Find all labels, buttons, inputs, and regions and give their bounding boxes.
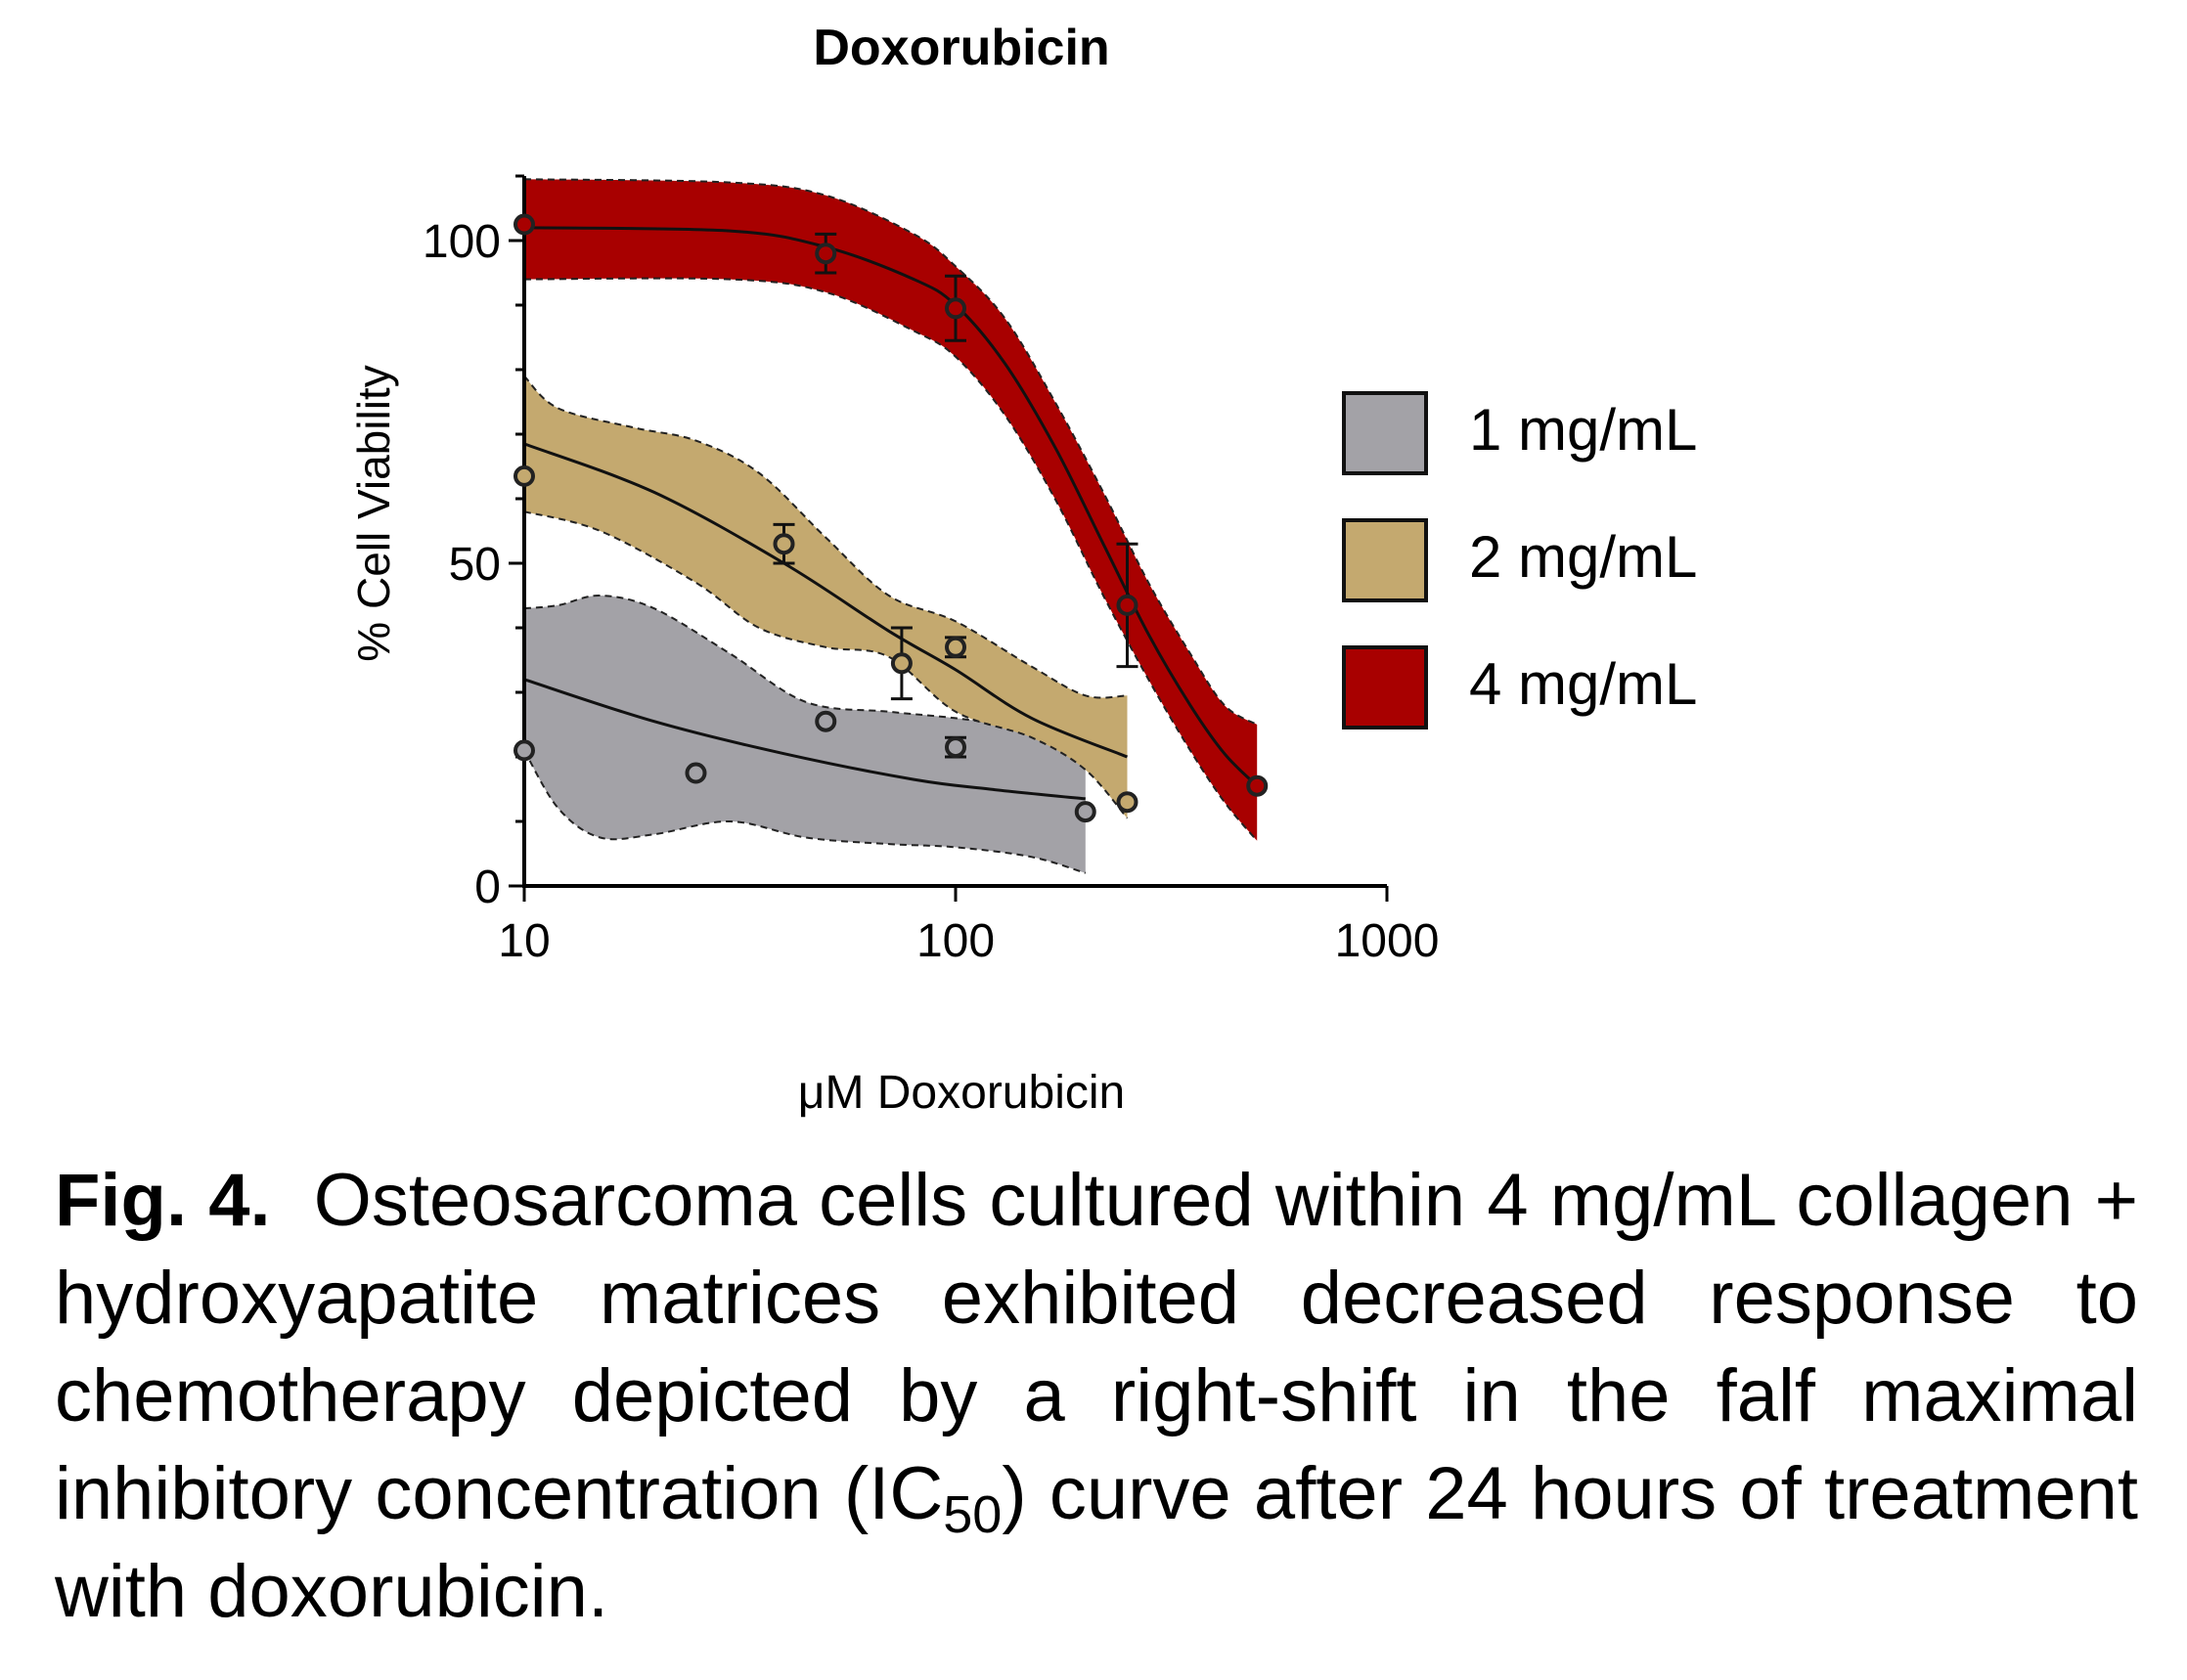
x-axis-label: μM Doxorubicin — [798, 1067, 1125, 1119]
axes: 0 50 100 10 100 1000 — [423, 174, 1440, 967]
data-point — [685, 762, 707, 784]
chart-title: Doxorubicin — [813, 20, 1109, 76]
data-point — [815, 710, 837, 732]
fit-curve-0 — [523, 678, 1086, 801]
legend-swatch-0 — [1342, 391, 1428, 475]
y-tick-label: 0 — [474, 862, 501, 913]
band-lower-edge-0 — [523, 749, 1087, 874]
band-upper-edge-1 — [523, 375, 1128, 699]
data-point — [815, 243, 837, 265]
data-points — [513, 213, 1269, 823]
band-upper-edge-2 — [523, 178, 1258, 726]
data-point — [513, 739, 535, 762]
data-point — [1116, 791, 1138, 814]
data-point — [890, 652, 913, 675]
fit-curves — [523, 226, 1259, 801]
legend-label-2: 4 mg/mL — [1469, 651, 1697, 717]
legend-label-1: 2 mg/mL — [1469, 524, 1697, 590]
confidence-bands — [523, 178, 1258, 874]
y-axis-label: % Cell Viability — [348, 365, 399, 661]
x-tick-label: 10 — [498, 915, 550, 967]
fit-curve-1 — [523, 442, 1129, 759]
legend-swatch-2 — [1342, 645, 1428, 729]
caption-label: Fig. 4. — [55, 1159, 271, 1242]
legend-label-0: 1 mg/mL — [1469, 397, 1697, 463]
legend: 1 mg/mL 2 mg/mL 4 mg/mL — [1342, 391, 1697, 729]
y-tick-label: 100 — [423, 216, 501, 268]
caption-subscript: 50 — [943, 1485, 1003, 1544]
band-lower-edge-1 — [523, 510, 1129, 819]
caption-text-end: ) curve after 24 hours of treatment with… — [55, 1452, 2139, 1633]
caption-text: Osteosarcoma cells cultured within 4 mg/… — [55, 1159, 2139, 1535]
data-point — [513, 464, 535, 487]
figure-caption: Fig. 4. Osteosarcoma cells cultured with… — [55, 1152, 2138, 1641]
data-point — [773, 533, 795, 555]
x-tick-label: 100 — [916, 915, 995, 967]
x-tick-label: 1000 — [1335, 915, 1440, 967]
band-lower-edge-2 — [523, 277, 1258, 842]
y-tick-label: 50 — [449, 539, 501, 591]
chart: Doxorubicin 0 50 100 10 100 1000 % Cell Viabi… — [348, 20, 1697, 1119]
data-point — [1074, 801, 1096, 823]
data-point — [1116, 594, 1138, 616]
band-1 — [524, 376, 1128, 818]
fit-curve-2 — [523, 226, 1259, 787]
band-0 — [524, 595, 1086, 873]
legend-swatch-1 — [1342, 518, 1428, 602]
data-point — [1246, 774, 1269, 797]
data-point — [945, 736, 966, 759]
data-point — [945, 297, 966, 320]
data-point — [945, 636, 966, 658]
band-2 — [524, 179, 1258, 841]
data-point — [513, 213, 535, 236]
